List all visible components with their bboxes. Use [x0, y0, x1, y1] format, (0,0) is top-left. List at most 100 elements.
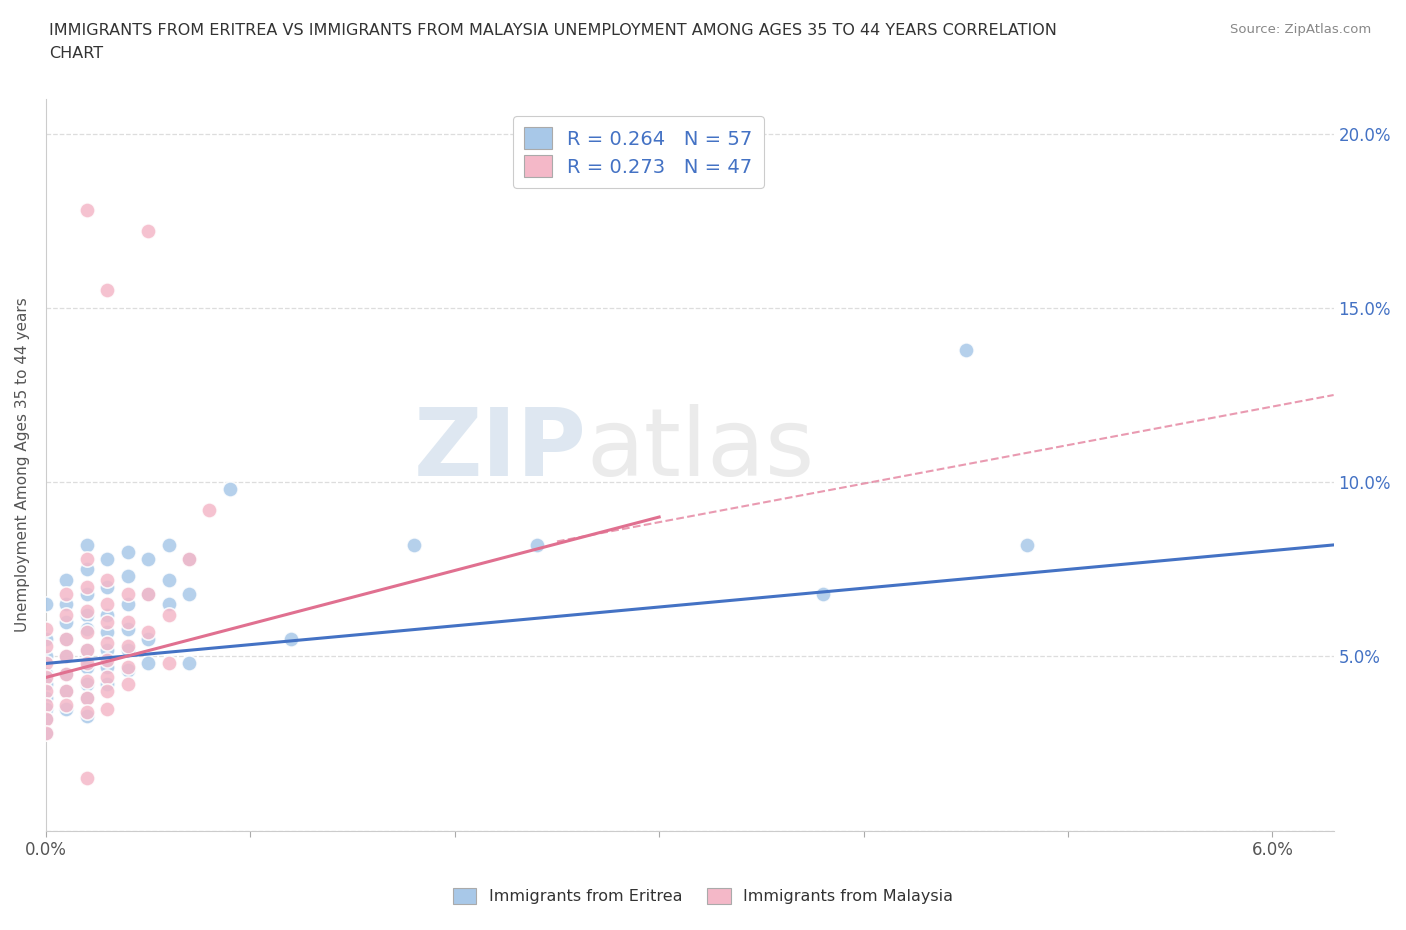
- Point: [55, 586, 77, 601]
- Point: [219, 482, 242, 497]
- Point: [177, 551, 200, 566]
- Point: [117, 614, 139, 629]
- Point: [76, 625, 98, 640]
- Point: [76, 691, 98, 706]
- Point: [117, 677, 139, 692]
- Point: [76, 586, 98, 601]
- Point: [96, 659, 118, 674]
- Point: [96, 677, 118, 692]
- Point: [55, 607, 77, 622]
- Point: [55, 597, 77, 612]
- Point: [76, 203, 98, 218]
- Point: [402, 538, 425, 552]
- Point: [76, 551, 98, 566]
- Point: [55, 698, 77, 712]
- Point: [136, 586, 159, 601]
- Point: [35, 631, 58, 646]
- Point: [117, 642, 139, 657]
- Point: [55, 684, 77, 698]
- Legend: R = 0.264   N = 57, R = 0.273   N = 47: R = 0.264 N = 57, R = 0.273 N = 47: [513, 115, 763, 188]
- Point: [35, 711, 58, 726]
- Point: [55, 614, 77, 629]
- Point: [76, 709, 98, 724]
- Point: [35, 725, 58, 740]
- Text: ZIP: ZIP: [413, 405, 586, 496]
- Point: [96, 283, 118, 298]
- Point: [55, 631, 77, 646]
- Point: [1015, 538, 1038, 552]
- Point: [96, 614, 118, 629]
- Text: IMMIGRANTS FROM ERITREA VS IMMIGRANTS FROM MALAYSIA UNEMPLOYMENT AMONG AGES 35 T: IMMIGRANTS FROM ERITREA VS IMMIGRANTS FR…: [49, 23, 1057, 38]
- Point: [117, 621, 139, 636]
- Point: [76, 642, 98, 657]
- Point: [76, 691, 98, 706]
- Point: [117, 659, 139, 674]
- Point: [35, 701, 58, 716]
- Point: [136, 224, 159, 239]
- Point: [35, 670, 58, 684]
- Point: [811, 586, 834, 601]
- Y-axis label: Unemployment Among Ages 35 to 44 years: Unemployment Among Ages 35 to 44 years: [15, 298, 30, 632]
- Point: [526, 538, 548, 552]
- Point: [157, 538, 180, 552]
- Point: [136, 656, 159, 671]
- Point: [96, 635, 118, 650]
- Point: [55, 701, 77, 716]
- Point: [177, 551, 200, 566]
- Point: [35, 711, 58, 726]
- Point: [157, 656, 180, 671]
- Point: [35, 698, 58, 712]
- Point: [117, 597, 139, 612]
- Point: [55, 649, 77, 664]
- Point: [96, 625, 118, 640]
- Point: [117, 639, 139, 654]
- Point: [76, 677, 98, 692]
- Point: [157, 607, 180, 622]
- Point: [55, 667, 77, 682]
- Point: [76, 659, 98, 674]
- Point: [96, 701, 118, 716]
- Point: [76, 562, 98, 577]
- Point: [76, 579, 98, 594]
- Point: [96, 653, 118, 668]
- Text: CHART: CHART: [49, 46, 103, 61]
- Point: [96, 572, 118, 587]
- Text: Source: ZipAtlas.com: Source: ZipAtlas.com: [1230, 23, 1371, 36]
- Point: [198, 502, 221, 517]
- Point: [157, 572, 180, 587]
- Text: atlas: atlas: [586, 405, 815, 496]
- Point: [35, 691, 58, 706]
- Point: [96, 551, 118, 566]
- Point: [35, 667, 58, 682]
- Point: [96, 607, 118, 622]
- Point: [76, 656, 98, 671]
- Point: [117, 544, 139, 559]
- Point: [96, 684, 118, 698]
- Point: [96, 670, 118, 684]
- Point: [35, 656, 58, 671]
- Point: [117, 569, 139, 584]
- Point: [55, 667, 77, 682]
- Point: [35, 684, 58, 698]
- Point: [76, 642, 98, 657]
- Point: [136, 586, 159, 601]
- Point: [117, 663, 139, 678]
- Point: [76, 621, 98, 636]
- Point: [35, 621, 58, 636]
- Point: [55, 649, 77, 664]
- Point: [55, 572, 77, 587]
- Point: [35, 725, 58, 740]
- Legend: Immigrants from Eritrea, Immigrants from Malaysia: Immigrants from Eritrea, Immigrants from…: [446, 882, 960, 910]
- Point: [35, 639, 58, 654]
- Point: [177, 586, 200, 601]
- Point: [280, 631, 302, 646]
- Point: [955, 342, 977, 357]
- Point: [35, 649, 58, 664]
- Point: [117, 586, 139, 601]
- Point: [157, 597, 180, 612]
- Point: [55, 631, 77, 646]
- Point: [76, 771, 98, 786]
- Point: [76, 538, 98, 552]
- Point: [96, 579, 118, 594]
- Point: [35, 597, 58, 612]
